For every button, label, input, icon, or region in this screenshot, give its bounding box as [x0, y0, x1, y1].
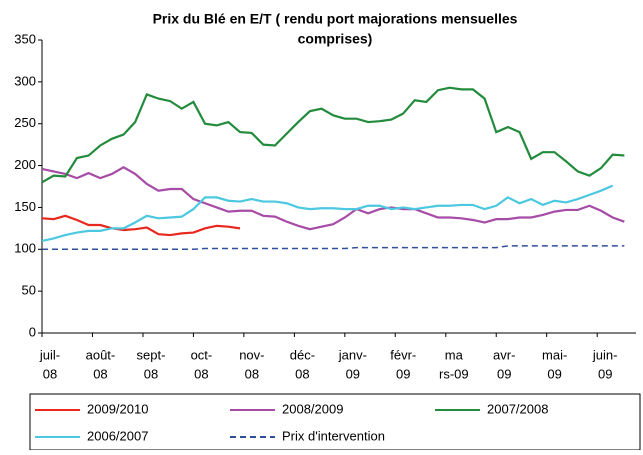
x-tick-label: ma	[445, 347, 464, 362]
x-tick-label: déc-	[290, 347, 315, 362]
chart-title: comprises)	[298, 31, 373, 47]
y-tick-label: 100	[14, 241, 36, 256]
y-tick-label: 350	[14, 31, 36, 46]
x-tick-label: janv-	[338, 347, 367, 362]
series-line	[41, 165, 625, 231]
x-tick-label: août-	[86, 347, 116, 362]
x-tick-label: juin-	[592, 347, 618, 362]
y-tick-label: 0	[29, 324, 36, 339]
series-line	[41, 214, 241, 237]
x-tick-label: sept-	[137, 347, 166, 362]
x-tick-label: 08	[245, 366, 259, 381]
x-tick-label: avr-	[493, 347, 515, 362]
series-line	[42, 245, 625, 251]
x-tick-label: 09	[598, 366, 612, 381]
legend-label: Prix d'intervention	[282, 428, 385, 443]
legend-label: 2008/2009	[282, 401, 343, 416]
x-tick-label: févr-	[390, 347, 416, 362]
y-tick-label: 250	[14, 115, 36, 130]
chart-title: Prix du Blé en E/T ( rendu port majorati…	[153, 11, 518, 27]
y-tick-label: 300	[14, 73, 36, 88]
legend-label: 2009/2010	[87, 401, 148, 416]
x-tick-label: 09	[346, 366, 360, 381]
series-line	[41, 86, 625, 184]
y-tick-label: 50	[22, 283, 36, 298]
y-tick-label: 200	[14, 157, 36, 172]
series-line	[41, 184, 614, 242]
x-tick-label: 09	[547, 366, 561, 381]
x-tick-label: oct-	[191, 347, 213, 362]
x-tick-label: nov-	[239, 347, 264, 362]
x-tick-label: mai-	[542, 347, 567, 362]
x-tick-label: 08	[194, 366, 208, 381]
x-tick-label: 09	[396, 366, 410, 381]
x-tick-label: 08	[43, 366, 57, 381]
x-tick-label: 08	[295, 366, 309, 381]
legend-label: 2007/2008	[487, 401, 548, 416]
legend-label: 2006/2007	[87, 428, 148, 443]
x-tick-label: juil-	[39, 347, 60, 362]
x-tick-label: rs-09	[439, 366, 469, 381]
x-tick-label: 08	[93, 366, 107, 381]
x-tick-label: 09	[497, 366, 511, 381]
x-tick-label: 08	[144, 366, 158, 381]
y-tick-label: 150	[14, 199, 36, 214]
